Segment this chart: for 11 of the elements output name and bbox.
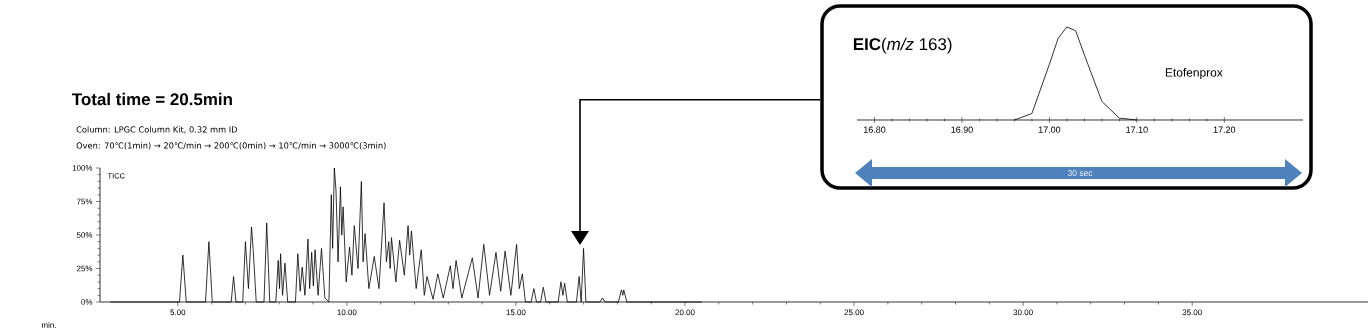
x-tick-label: 17.20 bbox=[1213, 126, 1236, 133]
text: EIC(m/z 163) bbox=[853, 37, 952, 54]
x-tick-label: 16.90 bbox=[951, 126, 973, 133]
annotation: Etofenprox bbox=[1165, 67, 1223, 80]
text: Oven: 70℃(1min) → 20℃/min → 200℃(0min) → 10℃/min → 3000℃(3min) bbox=[76, 142, 386, 150]
x-tick-label: 16.80 bbox=[863, 126, 886, 133]
chart-title: Total time = 20.5min bbox=[72, 92, 232, 106]
chart-subtitle: Column: LPGC Column Kit, 0.32 mm ID bbox=[76, 126, 238, 134]
x-tick-label: 17.00 bbox=[1038, 126, 1061, 133]
annotation: 30 sec bbox=[1067, 170, 1093, 176]
x-tick-label: 17.10 bbox=[1126, 126, 1148, 133]
